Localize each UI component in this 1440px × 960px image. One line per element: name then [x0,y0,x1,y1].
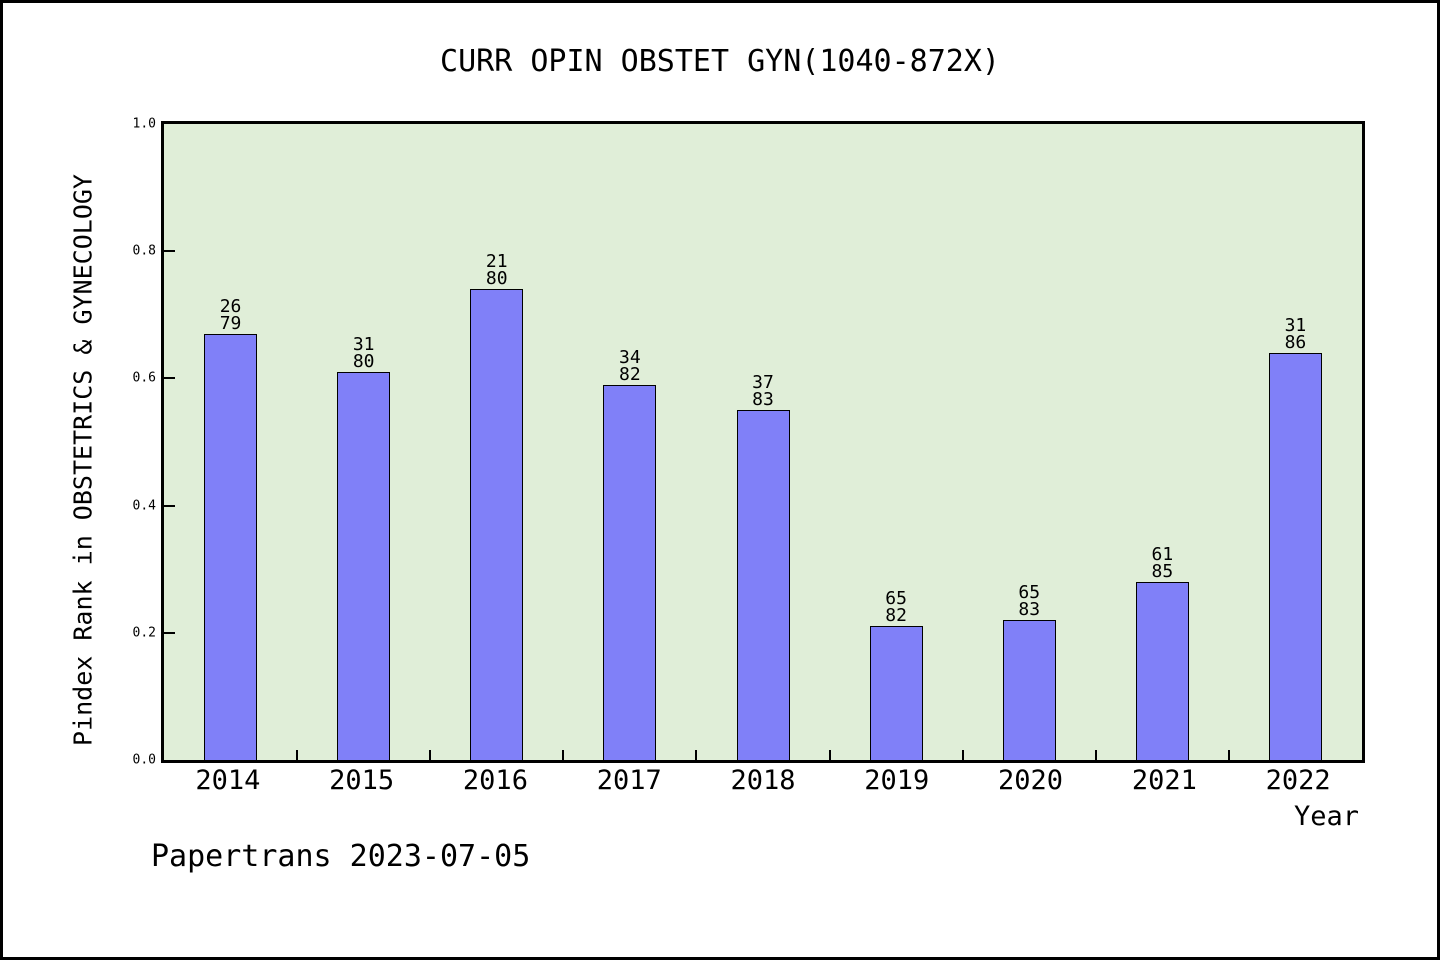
y-axis-tick-mark [164,631,175,634]
y-tick-label-0.4: 0.4 [132,498,156,514]
y-tick-label-1.0: 1.0 [132,116,156,132]
y-axis-tick-mark [164,250,175,253]
x-axis-minor-tick-mark [1094,750,1097,760]
x-tick-label-2022: 2022 [1265,765,1331,796]
chart-title: CURR OPIN OBSTET GYN(1040-872X) [440,44,1000,79]
bar-value-label-2015: 31 80 [352,334,375,373]
x-axis-minor-tick-mark [961,750,964,760]
x-tick-label-2021: 2021 [1131,765,1197,796]
bar-value-label-2016: 21 80 [485,251,508,290]
x-axis-minor-tick-mark [695,750,698,760]
x-axis-minor-tick-mark [296,750,299,760]
bar-value-label-2021: 61 85 [1151,543,1174,582]
y-tick-label-0.0: 0.0 [132,752,156,768]
x-tick-label-2020: 2020 [998,765,1064,796]
bar-2020 [1002,620,1056,760]
y-tick-label-0.2: 0.2 [132,625,156,641]
bar-value-label-2014: 26 79 [219,295,242,334]
x-axis-minor-tick-mark [1227,750,1230,760]
x-axis-minor-tick-mark [828,750,831,760]
x-tick-label-2019: 2019 [864,765,930,796]
y-axis-tick-mark [164,377,175,380]
bar-2018 [736,410,790,760]
x-tick-label-2015: 2015 [329,765,395,796]
bar-value-label-2022: 31 86 [1284,314,1307,353]
x-tick-label-2014: 2014 [195,765,261,796]
bar-value-label-2018: 37 83 [752,372,774,411]
x-axis-minor-tick-mark [562,750,565,760]
x-tick-label-2018: 2018 [730,765,796,796]
bar-2015 [337,372,391,760]
bar-2017 [603,384,657,760]
bar-value-label-2017: 34 82 [619,346,641,385]
bar-2022 [1268,352,1322,760]
y-axis-tick-mark [164,504,175,507]
x-axis-minor-tick-mark [429,750,432,760]
plot-area: 26 79 31 80 21 80 34 82 37 83 65 82 65 83 61 85… [161,121,1365,763]
y-tick-label-0.8: 0.8 [132,243,156,259]
watermark-text: Papertrans 2023-07-05 [151,839,531,874]
bar-2014 [204,333,258,760]
x-axis-label: Year [1293,801,1359,832]
bar-value-label-2020: 65 83 [1018,582,1041,621]
x-tick-label-2017: 2017 [596,765,662,796]
bar-2019 [869,626,923,760]
bar-2016 [470,289,524,760]
bar-2021 [1135,581,1189,760]
x-tick-label-2016: 2016 [462,765,528,796]
y-tick-label-0.6: 0.6 [132,370,156,386]
y-axis-tick-labels: 0.0 0.2 0.4 0.6 0.8 1.0 [3,117,156,768]
x-axis-tick-labels: 2014 2015 2016 2017 2018 2019 2020 2021 2022 [161,767,1365,799]
bar-value-label-2019: 65 82 [885,588,907,627]
